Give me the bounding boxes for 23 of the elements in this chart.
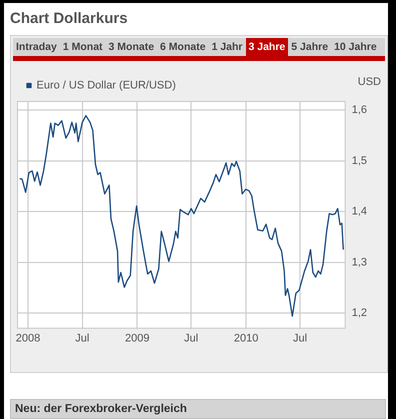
y-tick-label: 1,4	[352, 206, 368, 218]
y-axis-title: USD	[358, 76, 382, 88]
y-tick-label: 1,3	[352, 256, 368, 268]
text: 5 Jahre	[290, 40, 330, 55]
legend-label: Euro / US Dollar (EUR/USD)	[36, 80, 176, 92]
x-tick-label: Jul	[184, 332, 198, 344]
y-tick-label: 1,2	[352, 307, 368, 320]
x-tick-label: 2010	[234, 332, 258, 344]
x-tick-label: Jul	[75, 332, 90, 344]
y-tick-label: 1,6	[352, 104, 368, 116]
chart-title: Chart Dollarkurs	[10, 10, 128, 27]
text: 1 Monat	[62, 40, 104, 55]
x-tick-label: 2008	[16, 332, 40, 344]
text: Intraday	[15, 40, 58, 55]
text: 10 Jahre	[333, 40, 378, 55]
y-tick-label: 1,5	[352, 154, 368, 167]
text: Neu: der Forexbroker-Vergleich	[10, 399, 386, 419]
text: 6 Monate	[159, 40, 207, 55]
text: 3 Jahre	[246, 38, 288, 56]
x-tick-label: 2009	[124, 332, 150, 344]
x-tick-label: Jul	[293, 332, 308, 344]
text: 1 Jahr	[210, 40, 244, 55]
text: 3 Monate	[108, 40, 156, 55]
